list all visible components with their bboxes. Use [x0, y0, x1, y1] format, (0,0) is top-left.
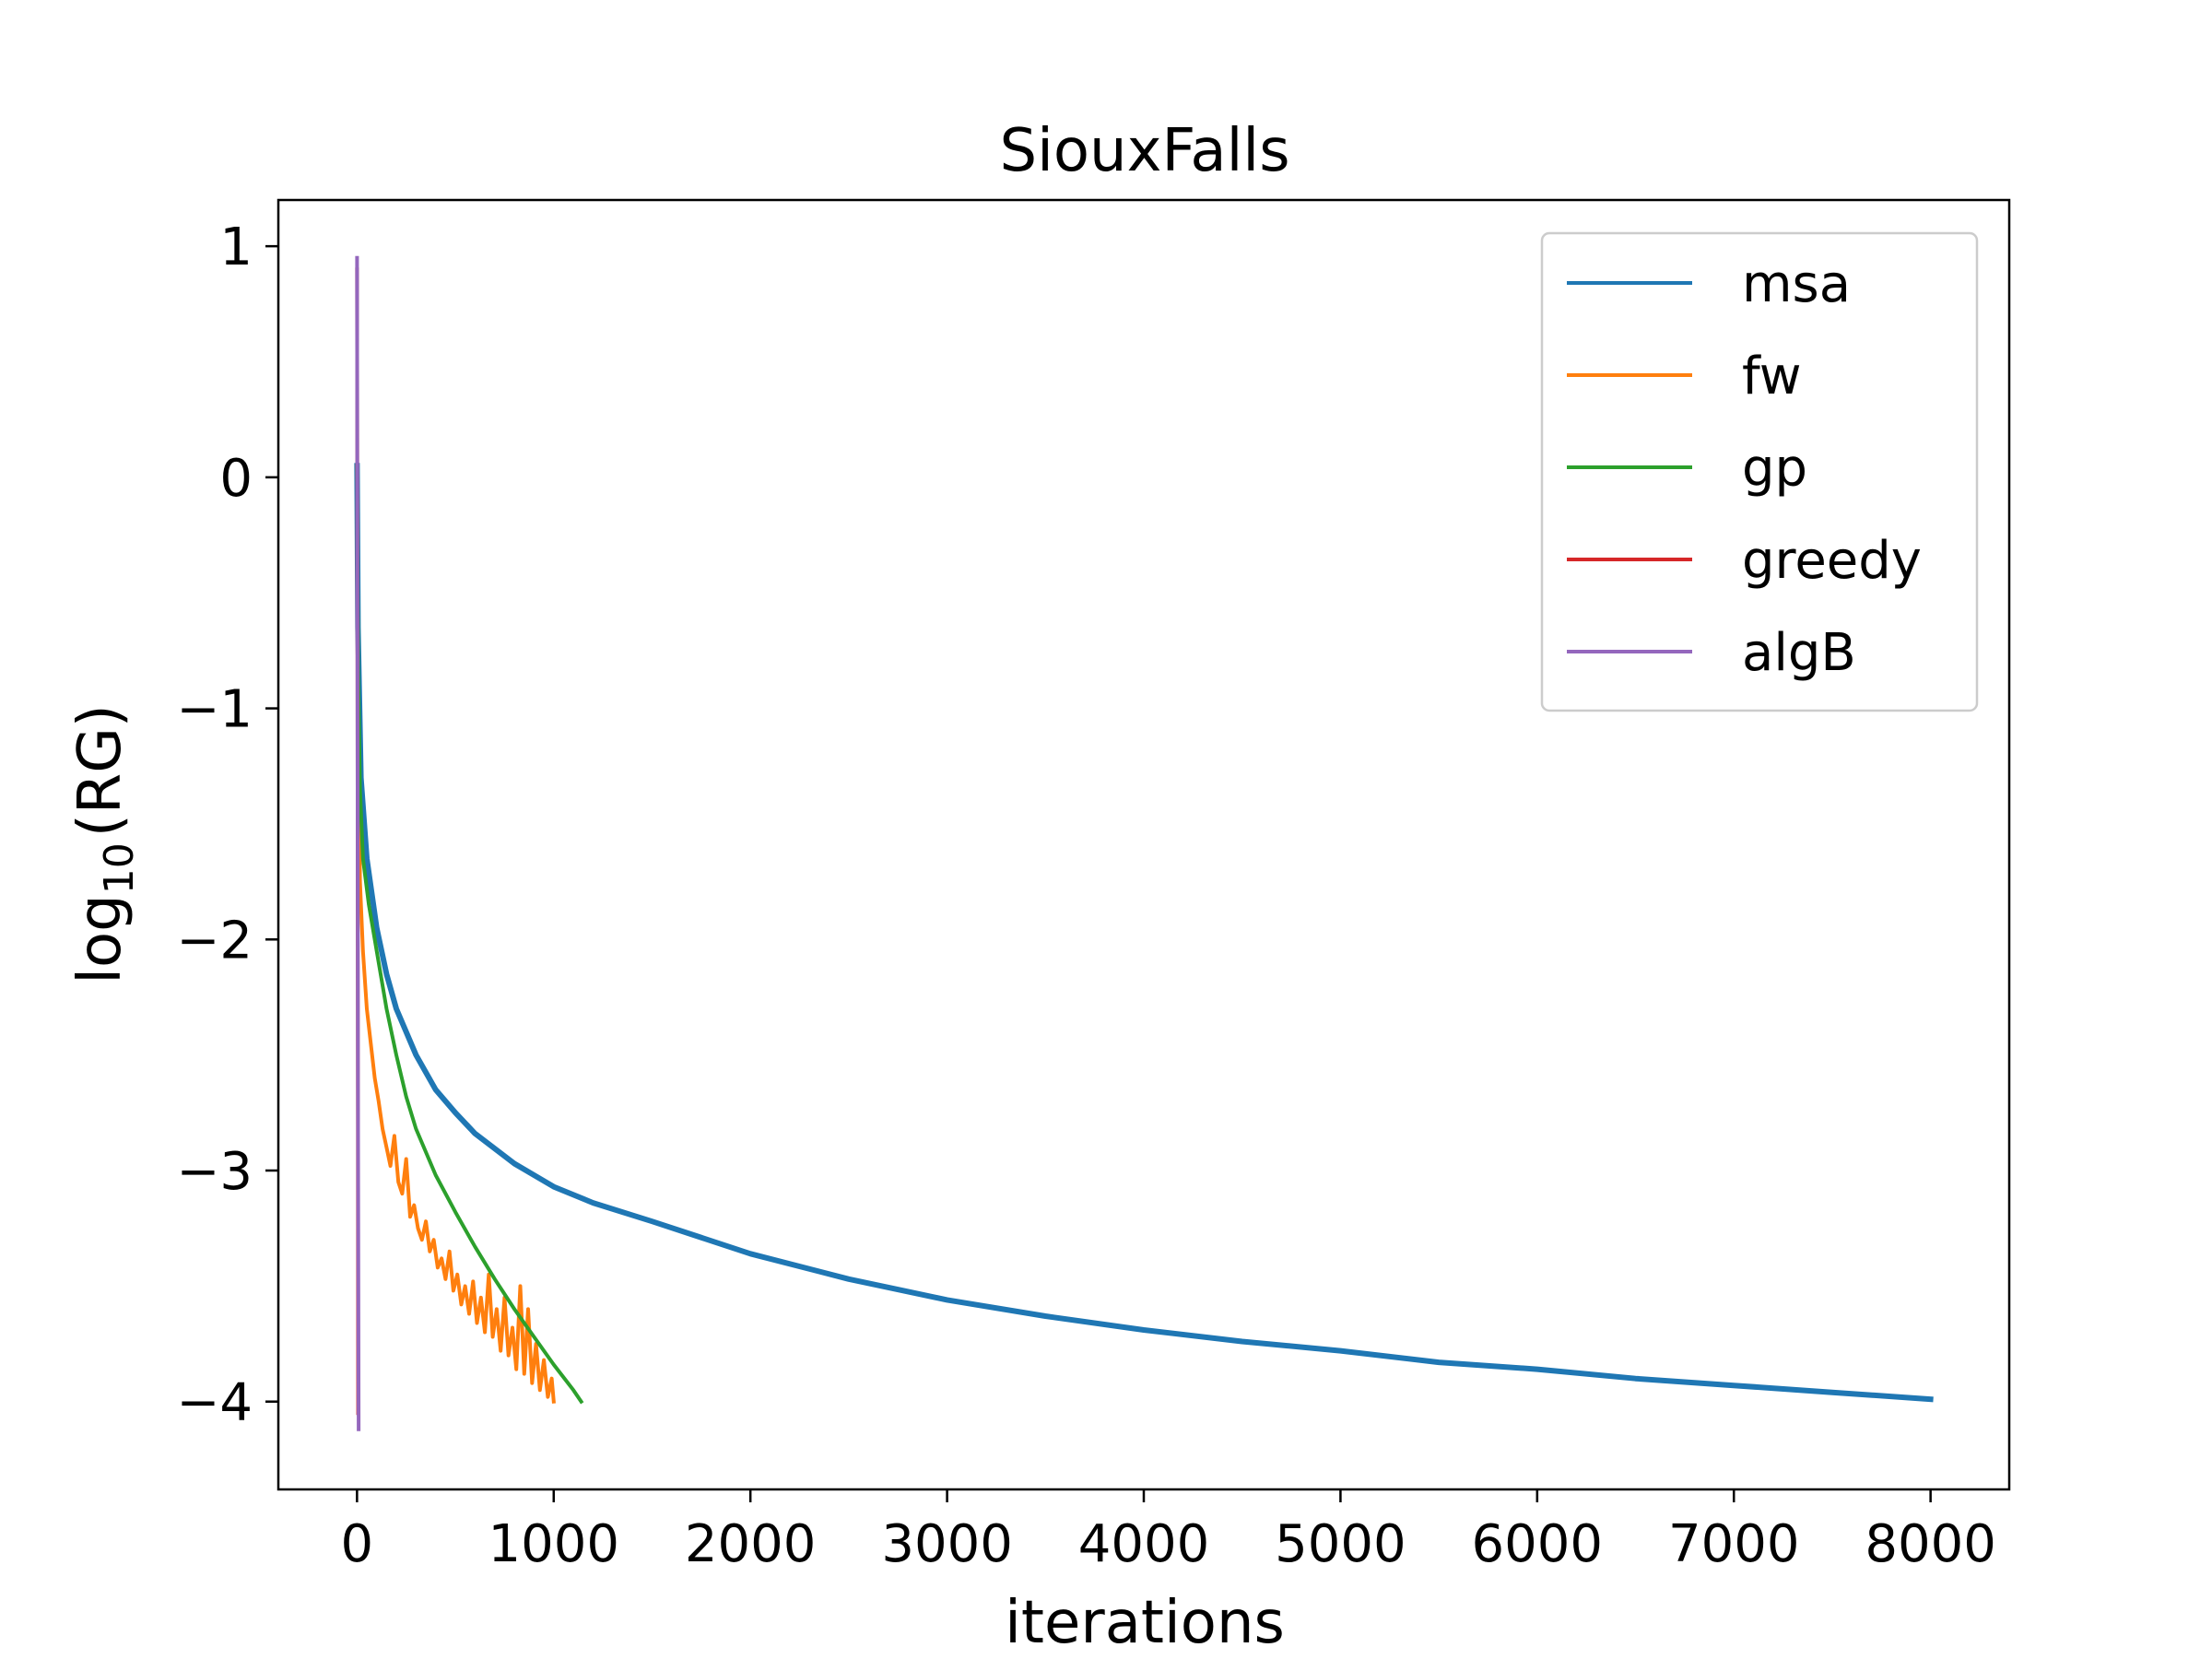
series-layer — [354, 255, 1934, 1431]
x-tick-label: 0 — [341, 1514, 374, 1574]
x-tick-label: 8000 — [1865, 1514, 1996, 1574]
y-tick-label: −3 — [176, 1142, 253, 1202]
y-axis-label-subscript: 10 — [96, 842, 143, 894]
x-axis: 0 1000 2000 3000 4000 5000 6000 7000 8000 — [341, 1489, 1996, 1574]
x-tick-label: 6000 — [1472, 1514, 1604, 1574]
x-tick-label: 1000 — [488, 1514, 620, 1574]
x-tick-label: 5000 — [1275, 1514, 1406, 1574]
legend-label-msa: msa — [1742, 254, 1851, 314]
legend-entries: msa fw gp greedy algB — [1567, 254, 1922, 683]
legend-label-fw: fw — [1742, 347, 1802, 406]
x-tick-label: 4000 — [1078, 1514, 1210, 1574]
series-line-fw — [355, 464, 556, 1404]
y-tick-label: −4 — [176, 1373, 253, 1433]
x-tick-label: 2000 — [685, 1514, 817, 1574]
y-axis-label-tail: (RG) — [66, 704, 135, 837]
series-line-algB — [355, 255, 361, 1431]
x-tick-label: 7000 — [1668, 1514, 1800, 1574]
x-tick-label: 3000 — [881, 1514, 1013, 1574]
series-line-gp — [355, 464, 584, 1405]
legend-label-greedy: greedy — [1742, 531, 1922, 591]
y-tick-label: 0 — [219, 449, 253, 509]
legend-box — [1540, 231, 1979, 712]
legend-label-gp: gp — [1742, 439, 1807, 499]
legend: msa fw gp greedy algB — [1540, 231, 1979, 712]
y-tick-label: −1 — [176, 680, 253, 740]
y-axis-label-main: log — [66, 894, 135, 984]
x-axis-label: iterations — [1005, 1589, 1285, 1657]
chart-title: SiouxFalls — [999, 117, 1289, 185]
y-axis: 1 0 −1 −2 −3 −4 — [176, 218, 278, 1433]
legend-label-algB: algB — [1742, 623, 1856, 683]
y-tick-label: −2 — [176, 911, 253, 971]
y-tick-label: 1 — [219, 218, 253, 277]
series-line-msa — [354, 463, 1934, 1403]
y-axis-label: log10(RG) — [66, 704, 143, 984]
